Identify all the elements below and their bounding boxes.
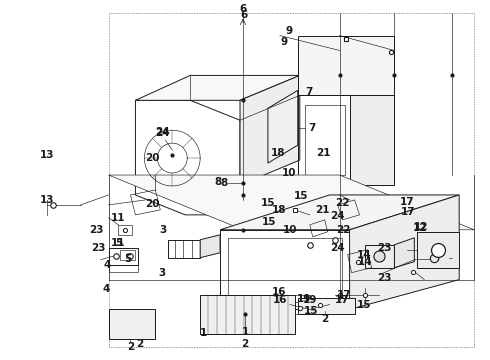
Text: 2: 2	[242, 339, 248, 349]
Text: 5: 5	[124, 254, 131, 264]
Text: 20: 20	[145, 153, 160, 163]
Text: 6: 6	[240, 4, 246, 14]
Text: 17: 17	[337, 289, 352, 300]
Text: 11: 11	[111, 213, 126, 223]
Text: 7: 7	[305, 87, 312, 97]
Text: 12: 12	[413, 223, 428, 233]
Text: 15: 15	[262, 217, 276, 227]
Text: 2: 2	[127, 342, 134, 352]
Text: 19: 19	[302, 294, 317, 305]
Text: 17: 17	[400, 197, 415, 207]
Text: 20: 20	[145, 199, 160, 210]
Text: 22: 22	[336, 225, 351, 235]
Text: 16: 16	[272, 294, 287, 305]
Text: 23: 23	[377, 243, 392, 253]
Polygon shape	[240, 75, 300, 185]
Text: 15: 15	[304, 306, 318, 316]
Text: 15: 15	[357, 300, 372, 310]
Text: 21: 21	[316, 205, 330, 215]
Polygon shape	[349, 95, 394, 185]
Text: 4: 4	[102, 284, 110, 294]
Text: 16: 16	[272, 287, 287, 297]
Text: 23: 23	[377, 273, 392, 283]
Text: 21: 21	[316, 148, 330, 158]
Text: 3: 3	[160, 225, 167, 235]
Polygon shape	[220, 195, 459, 230]
Polygon shape	[298, 298, 355, 315]
Polygon shape	[394, 238, 415, 268]
Text: 17: 17	[335, 295, 350, 305]
Text: 14: 14	[358, 257, 373, 267]
Text: 14: 14	[357, 250, 372, 260]
Text: 24: 24	[155, 128, 170, 138]
Text: 13: 13	[40, 195, 54, 205]
Text: 10: 10	[283, 225, 297, 235]
Text: 12: 12	[414, 222, 428, 231]
Text: 3: 3	[158, 268, 166, 278]
Text: 13: 13	[40, 150, 54, 160]
Text: 1: 1	[242, 327, 248, 337]
Polygon shape	[200, 235, 220, 258]
Polygon shape	[268, 90, 298, 163]
Text: 18: 18	[271, 148, 286, 158]
Text: 18: 18	[271, 205, 286, 215]
Text: 8: 8	[220, 178, 227, 188]
Text: 5: 5	[115, 238, 122, 248]
Text: 11: 11	[111, 238, 125, 248]
Text: 19: 19	[296, 294, 311, 304]
Polygon shape	[108, 175, 474, 230]
Polygon shape	[298, 36, 394, 95]
Polygon shape	[417, 232, 459, 268]
Text: 15: 15	[261, 198, 276, 208]
Text: 7: 7	[308, 123, 315, 133]
Text: 8: 8	[215, 177, 222, 187]
Text: 9: 9	[280, 37, 288, 47]
Polygon shape	[108, 310, 155, 339]
Text: 24: 24	[155, 127, 170, 136]
Text: 15: 15	[294, 191, 308, 201]
Text: 4: 4	[104, 260, 111, 270]
Text: 6: 6	[241, 10, 247, 20]
Text: 22: 22	[335, 198, 350, 208]
Text: 17: 17	[401, 207, 416, 217]
Text: 1: 1	[200, 328, 207, 338]
Text: 2: 2	[321, 314, 328, 324]
Text: 9: 9	[286, 26, 293, 36]
Text: 24: 24	[330, 243, 345, 253]
Text: 10: 10	[282, 168, 296, 178]
Text: 23: 23	[89, 225, 104, 235]
Text: 23: 23	[91, 243, 106, 253]
Polygon shape	[200, 294, 295, 334]
Text: 2: 2	[136, 339, 144, 349]
Text: 24: 24	[330, 211, 345, 221]
Polygon shape	[135, 75, 300, 100]
Polygon shape	[349, 195, 459, 310]
